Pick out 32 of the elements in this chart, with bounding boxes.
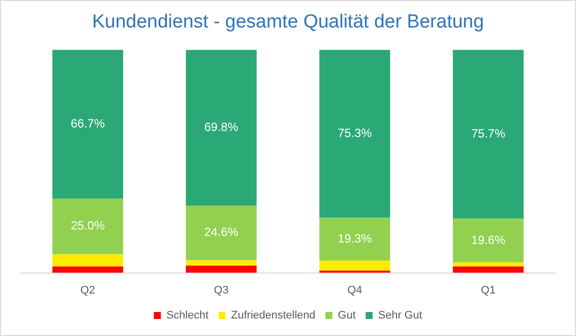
legend-label: Zufriedenstellend <box>231 310 316 322</box>
data-label: 75.3% <box>338 126 372 140</box>
bar <box>452 266 524 273</box>
legend-label: Sehr Gut <box>378 310 422 322</box>
x-tick-label: Q4 <box>347 284 362 296</box>
x-tick-label: Q1 <box>480 284 496 296</box>
bar <box>452 262 524 267</box>
data-label: 19.3% <box>338 232 372 246</box>
bar <box>452 50 524 219</box>
data-label: 75.7% <box>471 126 506 141</box>
bar <box>52 198 124 254</box>
bar <box>186 50 257 206</box>
bar <box>319 50 390 218</box>
legend-label: Gut <box>338 310 356 322</box>
bar <box>52 50 124 199</box>
data-label: 69.8% <box>204 120 239 134</box>
data-label: 24.6% <box>204 225 239 240</box>
bar <box>452 218 524 262</box>
bar <box>319 260 390 271</box>
bar <box>186 205 257 260</box>
bar <box>319 218 390 261</box>
bar <box>52 254 124 267</box>
bar <box>186 266 257 273</box>
data-label: 19.6% <box>471 232 506 247</box>
data-label: 66.7% <box>70 116 106 130</box>
legend-label: Schlecht <box>166 310 209 322</box>
chart-title: Kundendienst - gesamte Qualität der Beratung <box>92 12 484 33</box>
data-label: 25.0% <box>70 218 106 233</box>
bar <box>52 266 124 273</box>
x-tick-label: Q2 <box>80 284 96 296</box>
x-tick-label: Q3 <box>214 284 229 296</box>
bar <box>186 260 257 266</box>
